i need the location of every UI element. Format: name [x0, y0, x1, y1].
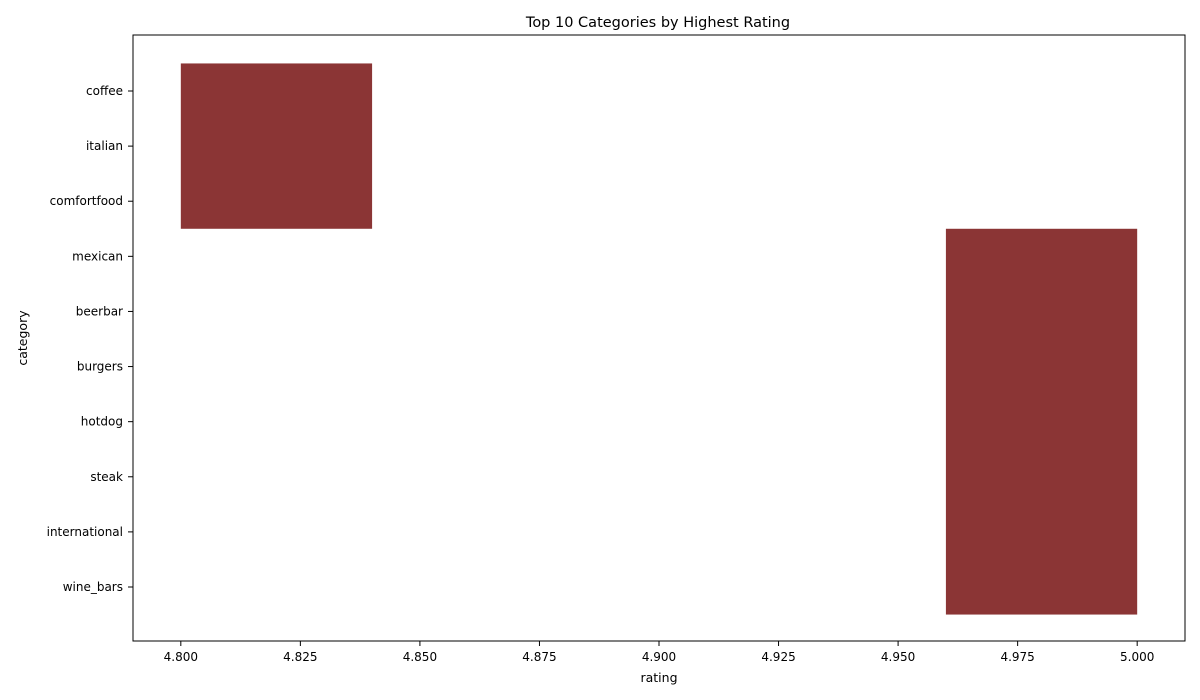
x-axis: 4.800 4.825 4.850 4.875 4.900 4.925 4.950 4.975…: [164, 641, 1154, 664]
x-tick-label: 4.900: [642, 650, 676, 664]
y-tick-label: hotdog: [81, 415, 123, 429]
x-tick-label: 4.975: [1000, 650, 1034, 664]
y-tick-label: beerbar: [76, 304, 123, 318]
x-tick-label: 4.850: [403, 650, 437, 664]
y-tick-label: burgers: [77, 360, 123, 374]
bars-layer: [180, 63, 1138, 615]
x-tick-label: 5.000: [1120, 650, 1154, 664]
y-tick-label: steak: [90, 470, 123, 484]
y-tick-label: comfortfood: [50, 194, 123, 208]
x-tick-label: 4.950: [881, 650, 915, 664]
y-tick-label: italian: [86, 139, 123, 153]
x-tick-label: 4.875: [522, 650, 556, 664]
bar-mexican-beerbar-burgers-hotdog-steak-international-wine_bars: [945, 228, 1138, 615]
bar-coffee-italian-comfortfood: [180, 63, 373, 229]
x-axis-label: rating: [640, 670, 677, 685]
y-tick-label: coffee: [86, 84, 123, 98]
y-tick-label: wine_bars: [63, 580, 123, 594]
y-axis-label: category: [15, 310, 30, 366]
x-tick-label: 4.925: [761, 650, 795, 664]
x-tick-label: 4.800: [164, 650, 198, 664]
y-tick-label: mexican: [72, 249, 123, 263]
y-axis: coffee italian comfortfood mexican beerbar bu…: [47, 84, 133, 594]
y-tick-label: international: [47, 525, 123, 539]
x-tick-label: 4.825: [283, 650, 317, 664]
chart-title: Top 10 Categories by Highest Rating: [525, 15, 790, 31]
